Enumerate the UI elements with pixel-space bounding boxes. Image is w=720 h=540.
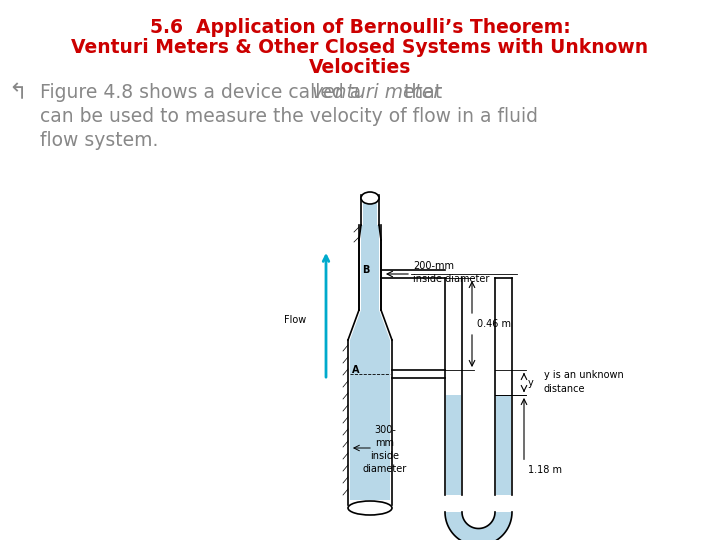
Text: can be used to measure the velocity of flow in a fluid: can be used to measure the velocity of f…: [40, 107, 538, 126]
Polygon shape: [445, 512, 512, 540]
Text: inside: inside: [371, 451, 400, 461]
Text: diameter: diameter: [363, 464, 407, 474]
Bar: [496, 395, 511, 495]
Ellipse shape: [361, 192, 379, 204]
Text: B: B: [362, 265, 369, 275]
Text: Venturi Meters & Other Closed Systems with Unknown: Venturi Meters & Other Closed Systems wi…: [71, 38, 649, 57]
Text: y is an unknown: y is an unknown: [544, 369, 624, 380]
Text: y: y: [528, 377, 534, 388]
Text: inside diameter: inside diameter: [413, 274, 490, 284]
Polygon shape: [363, 195, 377, 225]
Text: 200-mm: 200-mm: [413, 261, 454, 271]
Polygon shape: [350, 340, 390, 500]
Ellipse shape: [348, 501, 392, 515]
Bar: [446, 395, 461, 495]
Text: 1.18 m: 1.18 m: [528, 465, 562, 475]
Text: mm: mm: [376, 438, 395, 448]
Text: 5.6  Application of Bernoulli’s Theorem:: 5.6 Application of Bernoulli’s Theorem:: [150, 18, 570, 37]
Text: venturi meter: venturi meter: [312, 83, 441, 102]
Text: Figure 4.8 shows a device called a: Figure 4.8 shows a device called a: [40, 83, 367, 102]
Text: A: A: [352, 365, 359, 375]
Text: flow system.: flow system.: [40, 131, 158, 150]
Polygon shape: [350, 310, 390, 340]
Text: that: that: [398, 83, 442, 102]
Text: Velocities: Velocities: [309, 58, 411, 77]
Text: Flow: Flow: [284, 315, 306, 325]
Text: distance: distance: [544, 383, 585, 394]
Text: ↰: ↰: [8, 83, 27, 103]
Text: 0.46 m: 0.46 m: [477, 319, 511, 329]
Text: 300-: 300-: [374, 425, 396, 435]
Polygon shape: [361, 225, 379, 310]
